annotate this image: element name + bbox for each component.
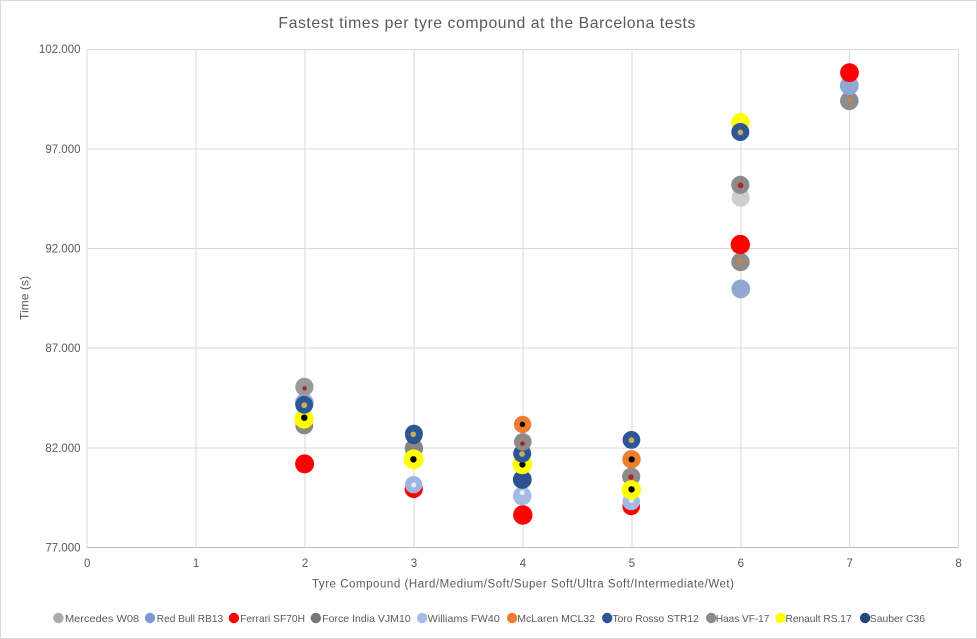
svg-text:92.000: 92.000 xyxy=(45,244,80,256)
svg-text:3: 3 xyxy=(411,558,417,570)
svg-text:102.000: 102.000 xyxy=(39,44,81,56)
svg-text:Sauber C36: Sauber C36 xyxy=(870,613,925,625)
svg-text:87.000: 87.000 xyxy=(45,343,80,355)
svg-text:97.000: 97.000 xyxy=(45,144,80,156)
svg-text:6: 6 xyxy=(738,558,744,570)
svg-text:4: 4 xyxy=(520,558,527,570)
svg-text:82.000: 82.000 xyxy=(45,443,80,455)
svg-text:Renault RS.17: Renault RS.17 xyxy=(786,613,852,625)
svg-text:Force India VJM10: Force India VJM10 xyxy=(322,613,411,625)
svg-text:Haas VF-17: Haas VF-17 xyxy=(716,613,770,625)
svg-text:Tyre Compound (Hard/Medium/Sof: Tyre Compound (Hard/Medium/Soft/Super So… xyxy=(312,579,734,591)
svg-text:Toro Rosso STR12: Toro Rosso STR12 xyxy=(613,613,699,625)
svg-text:7: 7 xyxy=(846,558,852,570)
svg-text:77.000: 77.000 xyxy=(45,542,80,554)
svg-text:Ferrari SF70H: Ferrari SF70H xyxy=(240,613,305,625)
svg-text:Williams FW40: Williams FW40 xyxy=(428,613,500,625)
svg-text:Fastest times per tyre compoun: Fastest times per tyre compound at the B… xyxy=(278,15,695,32)
svg-text:8: 8 xyxy=(955,558,961,570)
svg-text:1: 1 xyxy=(193,558,199,570)
svg-text:McLaren MCL32: McLaren MCL32 xyxy=(517,613,595,625)
svg-text:0: 0 xyxy=(84,558,90,570)
svg-text:Mercedes W08: Mercedes W08 xyxy=(65,613,139,625)
svg-text:5: 5 xyxy=(629,558,635,570)
svg-text:2: 2 xyxy=(302,558,308,570)
svg-text:Time (s): Time (s) xyxy=(18,276,32,320)
svg-text:Red Bull RB13: Red Bull RB13 xyxy=(157,613,223,625)
